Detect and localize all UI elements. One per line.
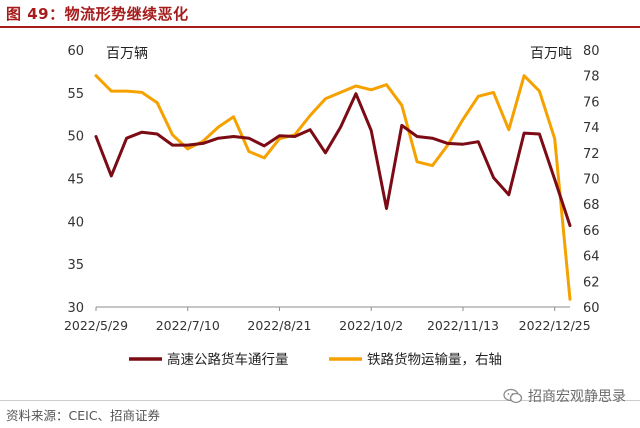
series-line-2 [94,74,572,301]
x-tick-label: 2022/7/10 [156,318,220,333]
y-left-tick-label: 50 [67,130,84,145]
y-left-tick-label: 55 [67,87,84,102]
y-right-tick-label: 62 [583,275,600,290]
chart-lines [94,74,572,301]
y-left-unit-label: 百万辆 [106,46,148,62]
chart-axes: 30 35 40 45 50 55 60 60 62 64 66 68 70 72 74 76 78 80 百万辆 百… [64,44,600,333]
y-left-tick-label: 35 [67,258,84,273]
y-right-tick-label: 78 [583,70,600,85]
y-left-tick-label: 40 [67,215,84,230]
legend-label-1: 高速公路货车通行量 [167,351,289,368]
y-right-tick-label: 70 [583,173,600,188]
title-underline [0,26,640,28]
x-tick-label: 2022/11/13 [427,318,499,333]
wechat-icon [503,388,523,404]
y-right-tick-label: 64 [583,250,600,265]
y-left-tick-label: 30 [67,301,84,316]
y-left-tick-label: 45 [67,173,84,188]
x-tick-label: 2022/12/25 [519,318,591,333]
watermark-text: 招商宏观静思录 [528,389,626,405]
watermark: 招商宏观静思录 [503,386,626,406]
y-right-tick-label: 66 [583,224,600,239]
legend-label-2: 铁路货物运输量，右轴 [367,351,502,368]
y-left-tick-label: 60 [67,44,84,59]
y-right-tick-label: 72 [583,147,600,162]
y-right-tick-label: 74 [583,121,600,136]
chart-legend: 高速公路货车通行量 铁路货物运输量，右轴 [129,351,502,368]
y-right-tick-label: 80 [583,44,600,59]
y-right-tick-label: 60 [583,301,600,316]
figure-title: 图 49：物流形势继续恶化 [6,5,189,23]
footer-divider [0,400,640,401]
x-tick-label: 2022/8/21 [247,318,311,333]
y-right-tick-label: 68 [583,198,600,213]
y-right-tick-label: 76 [583,95,600,110]
x-tick-label: 2022/5/29 [64,318,128,333]
series-line-1 [94,92,572,228]
source-note: 资料来源：CEIC、招商证券 [6,408,161,423]
x-tick-label: 2022/10/2 [339,318,403,333]
y-right-unit-label: 百万吨 [530,46,572,62]
